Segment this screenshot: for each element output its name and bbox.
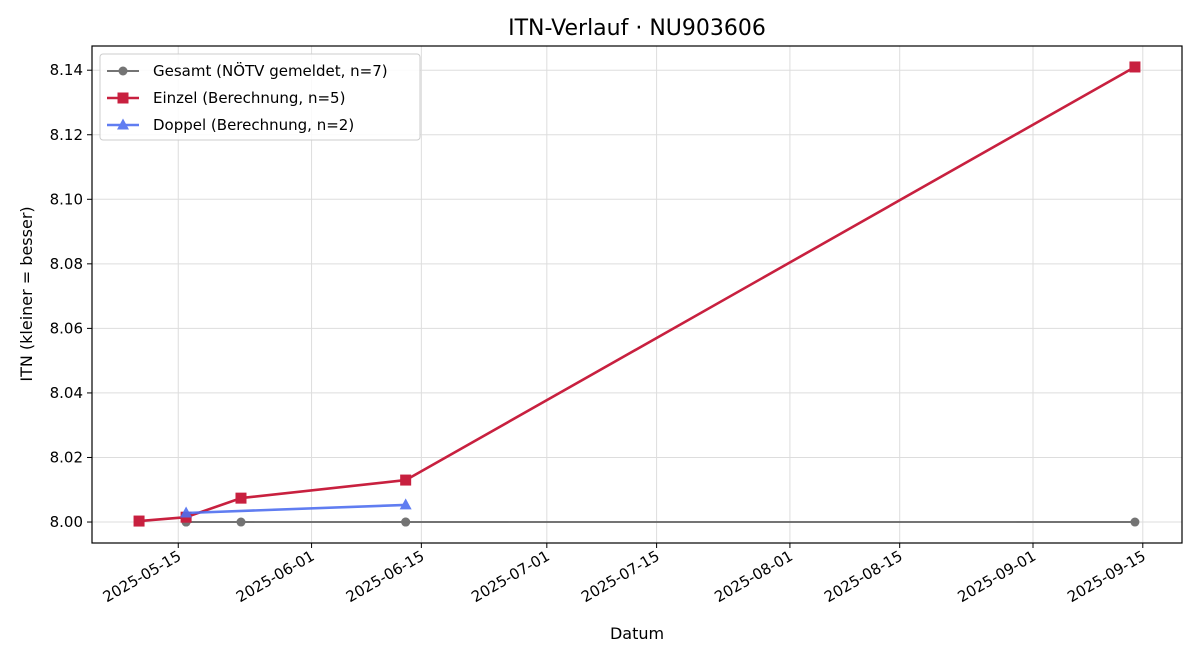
x-axis-label: Datum (610, 624, 664, 643)
legend-entry (107, 66, 139, 76)
x-tick-label: 2025-06-01 (233, 547, 318, 606)
data-point (401, 517, 411, 527)
y-axis: 8.00 8.02 8.04 8.06 8.08 8.10 8.12 8.14 (50, 61, 92, 531)
legend-swatch-marker (118, 66, 128, 76)
data-point (1130, 517, 1140, 527)
plot-area (133, 61, 1141, 527)
legend-entry (107, 118, 139, 130)
x-tick-label: 2025-07-01 (468, 547, 553, 606)
legend-swatch-marker (117, 92, 129, 104)
data-point (133, 515, 145, 527)
y-tick-label: 8.08 (50, 255, 83, 273)
data-point (235, 492, 247, 504)
x-tick-label: 2025-09-15 (1064, 547, 1149, 606)
y-tick-label: 8.10 (50, 190, 83, 208)
y-tick-label: 8.12 (50, 126, 83, 144)
x-tick-label: 2025-05-15 (100, 547, 185, 606)
legend-label: Doppel (Berechnung, n=2) (153, 116, 354, 134)
data-point (236, 517, 246, 527)
legend-swatch-marker (117, 118, 129, 130)
y-tick-label: 8.02 (50, 448, 83, 466)
x-axis: 2025-05-15 2025-06-01 2025-06-15 2025-07-01… (100, 543, 1149, 606)
x-tick-label: 2025-09-01 (955, 547, 1040, 606)
y-tick-label: 8.14 (50, 61, 83, 79)
y-axis-label: ITN (kleiner = besser) (17, 206, 36, 381)
y-tick-label: 8.00 (50, 513, 83, 531)
series-2 (180, 498, 412, 518)
legend-label: Gesamt (NÖTV gemeldet, n=7) (153, 61, 388, 80)
plot-frame (91, 45, 1183, 544)
y-tick-label: 8.06 (50, 319, 83, 337)
legend-label: Einzel (Berechnung, n=5) (153, 89, 345, 107)
legend-entry (107, 92, 139, 104)
x-tick-label: 2025-08-01 (711, 547, 796, 606)
legend-frame (99, 53, 421, 141)
series-line (186, 503, 406, 515)
data-point (180, 506, 193, 518)
data-point (1129, 61, 1141, 73)
chart-title: ITN-Verlauf · NU903606 (508, 16, 766, 41)
x-tick-label: 2025-07-15 (578, 547, 663, 606)
y-tick-label: 8.04 (50, 384, 83, 402)
legend: Gesamt (NÖTV gemeldet, n=7) Einzel (Berec… (99, 53, 421, 141)
data-point (400, 474, 412, 486)
x-tick-label: 2025-08-15 (821, 547, 906, 606)
series-0 (181, 517, 1140, 527)
data-point (399, 498, 412, 510)
x-tick-label: 2025-06-15 (343, 547, 428, 606)
